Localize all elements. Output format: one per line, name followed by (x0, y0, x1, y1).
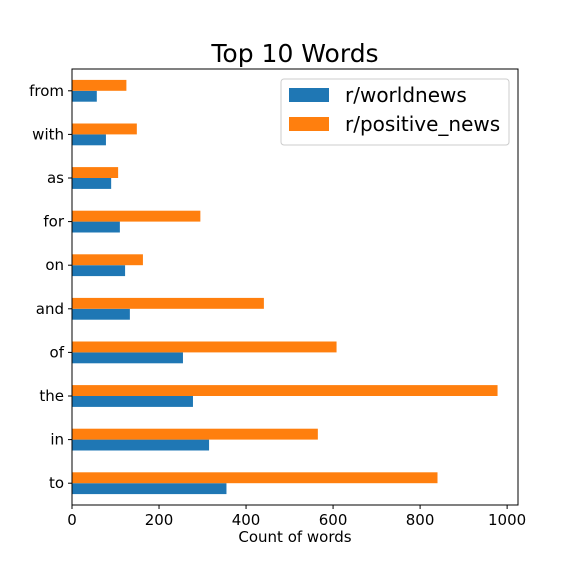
bar-positive-news-with (72, 123, 137, 135)
legend-swatch-positive-news (289, 117, 329, 131)
bar-positive-news-for (72, 210, 201, 222)
bar-worldnews-from (72, 90, 97, 102)
x-tick-label-600: 600 (319, 511, 348, 529)
legend-box (280, 78, 510, 146)
bar-positive-news-the (72, 385, 498, 396)
x-axis: 0 200 400 600 800 1000 (67, 505, 526, 529)
bars-layer (72, 79, 498, 495)
bar-worldnews-on (72, 265, 126, 277)
bar-positive-news-on (72, 254, 143, 266)
bar-worldnews-to (72, 483, 227, 495)
legend-label-positive-news: r/positive_news (345, 112, 500, 136)
bar-positive-news-from (72, 79, 127, 91)
legend-label-worldnews: r/worldnews (345, 83, 467, 107)
bar-worldnews-and (72, 308, 130, 320)
legend-swatch-worldnews (289, 88, 329, 102)
y-tick-label-to: to (49, 474, 64, 492)
bar-worldnews-of (72, 352, 183, 364)
bar-positive-news-as (72, 167, 119, 178)
x-tick-label-400: 400 (232, 511, 261, 529)
x-tick-label-200: 200 (145, 511, 174, 529)
bar-worldnews-for (72, 221, 120, 233)
bar-positive-news-of (72, 341, 337, 353)
x-axis-label: Count of words (238, 528, 351, 546)
legend: r/worldnews r/positive_news (280, 78, 510, 146)
bar-worldnews-in (72, 439, 210, 451)
y-tick-label-with: with (32, 125, 64, 143)
x-tick-label-1000: 1000 (488, 511, 526, 529)
y-tick-label-of: of (50, 343, 65, 361)
y-tick-label-as: as (47, 169, 64, 187)
bar-positive-news-in (72, 428, 318, 440)
y-tick-label-in: in (50, 431, 64, 449)
y-tick-label-from: from (29, 82, 64, 100)
plot-frame (71, 68, 519, 506)
x-tick-label-800: 800 (406, 511, 435, 529)
bar-worldnews-as (72, 178, 112, 189)
y-axis: to in the of and on for as with from (29, 82, 72, 492)
y-tick-label-and: and (36, 300, 64, 318)
y-tick-label-the: the (39, 387, 64, 405)
y-tick-label-for: for (43, 213, 64, 231)
bar-positive-news-and (72, 297, 264, 309)
x-tick-label-0: 0 (67, 511, 77, 529)
bar-worldnews-with (72, 134, 106, 146)
bar-positive-news-to (72, 472, 438, 484)
bar-worldnews-the (72, 396, 193, 407)
y-tick-label-on: on (45, 256, 64, 274)
chart-title: Top 10 Words (210, 39, 378, 68)
